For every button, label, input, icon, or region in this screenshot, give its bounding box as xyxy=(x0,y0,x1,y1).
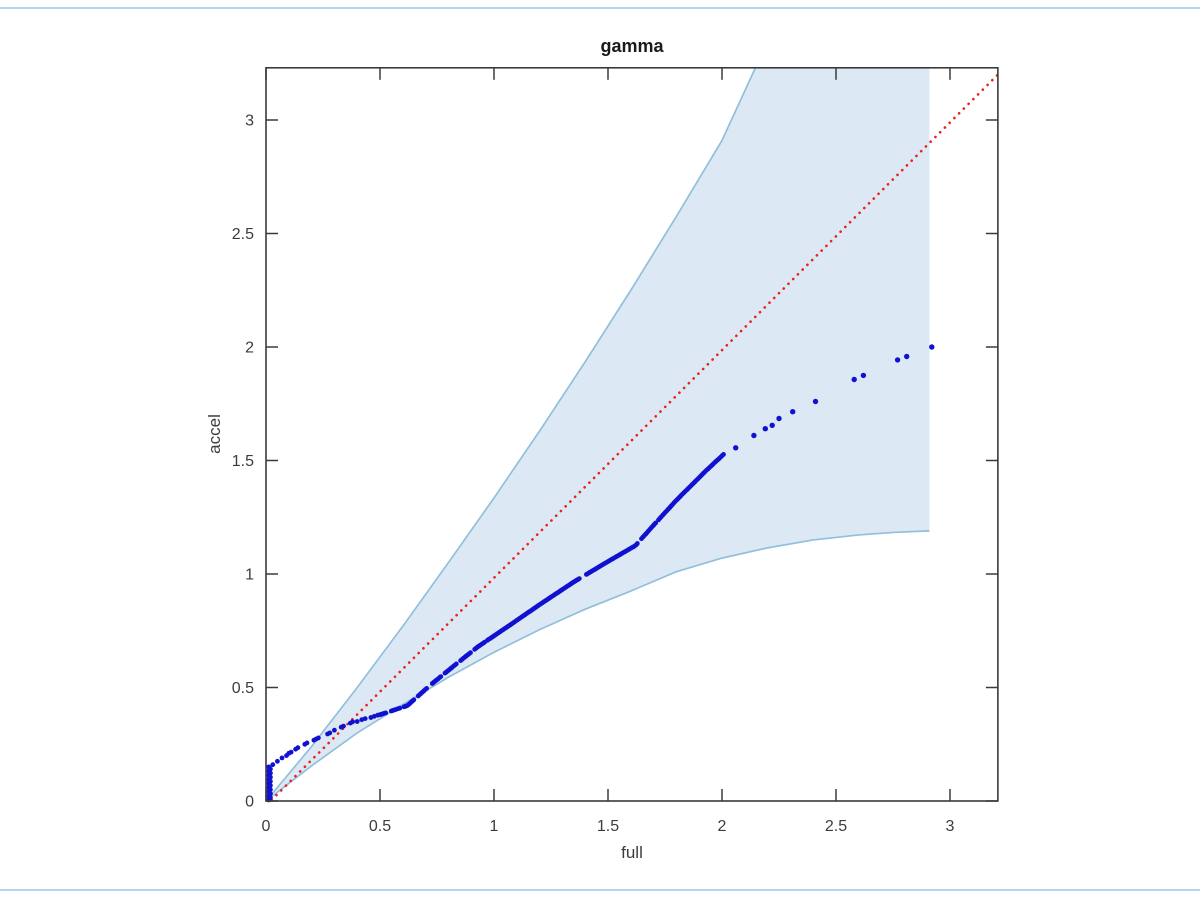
data-point xyxy=(721,452,726,457)
data-point xyxy=(327,730,333,736)
data-point xyxy=(576,576,582,581)
data-point xyxy=(894,357,901,363)
y-tick-label: 1.5 xyxy=(232,453,254,470)
y-tick-label: 0 xyxy=(245,794,254,811)
y-tick-label: 3 xyxy=(245,113,254,130)
data-point xyxy=(397,705,403,711)
x-tick-label: 1 xyxy=(490,818,499,835)
data-point xyxy=(851,376,857,383)
x-tick-label: 3 xyxy=(946,818,955,835)
x-axis-label: full xyxy=(621,843,643,862)
data-point xyxy=(383,710,389,716)
data-point xyxy=(288,749,294,755)
data-point xyxy=(769,422,775,428)
x-tick-label: 0.5 xyxy=(369,818,391,835)
data-point xyxy=(762,426,768,432)
data-point xyxy=(295,745,301,751)
data-point xyxy=(362,716,368,721)
y-tick-label: 2 xyxy=(245,340,254,357)
plot-generated-content: 0 0.5 1 1.5 2 2.5 3 0 0.5 1 1.5 2 2.5 3 xyxy=(232,66,1000,835)
data-point xyxy=(411,697,417,703)
data-point xyxy=(304,740,310,746)
data-point xyxy=(341,723,346,729)
x-tick-label: 0 xyxy=(262,818,271,835)
data-point xyxy=(776,415,782,422)
data-point xyxy=(275,758,280,764)
data-point xyxy=(270,762,276,768)
x-tick-label: 2 xyxy=(718,818,727,835)
scatter-series xyxy=(266,344,935,803)
y-axis-label: accel xyxy=(205,414,224,454)
data-point xyxy=(438,674,444,679)
data-point xyxy=(453,661,459,667)
y-tick-label: 1 xyxy=(245,567,254,584)
data-point xyxy=(424,686,429,691)
data-point xyxy=(266,764,272,770)
data-point xyxy=(929,344,935,350)
data-point xyxy=(860,372,867,379)
bottom-edge-artifact-line xyxy=(0,889,1200,891)
data-point xyxy=(634,541,640,546)
data-point xyxy=(316,735,321,741)
data-point xyxy=(279,755,285,761)
confidence-band-lower-edge xyxy=(265,530,930,802)
confidence-band-upper-edge xyxy=(265,66,757,802)
data-point xyxy=(812,398,819,405)
x-tick-label: 2.5 xyxy=(825,818,847,835)
data-point xyxy=(653,520,659,526)
data-point xyxy=(332,727,337,733)
plot-title: gamma xyxy=(600,36,664,56)
data-point xyxy=(354,719,360,724)
data-point xyxy=(790,409,796,415)
data-point xyxy=(468,650,473,656)
confidence-band-fill xyxy=(266,67,930,801)
plot-frame xyxy=(265,66,999,802)
y-tick-label: 0.5 xyxy=(232,680,254,697)
y-tick-label: 2.5 xyxy=(232,226,254,243)
data-point xyxy=(751,432,757,439)
data-point xyxy=(350,719,355,725)
x-tick-label: 1.5 xyxy=(597,818,619,835)
data-point xyxy=(904,353,910,360)
data-point xyxy=(733,445,739,451)
top-edge-artifact-line xyxy=(0,7,1200,9)
